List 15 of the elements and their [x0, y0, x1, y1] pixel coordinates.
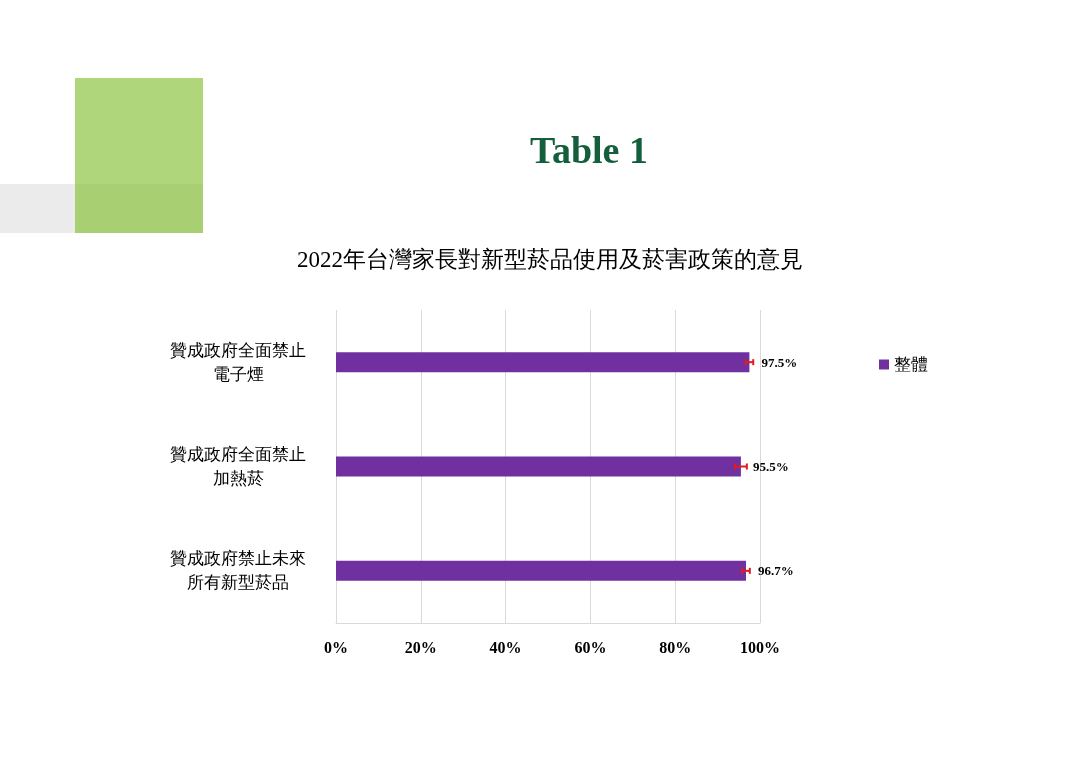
- x-tick-label: 20%: [404, 638, 437, 656]
- chart-title: Table 1: [530, 129, 648, 171]
- y-tick-label: 贊成政府全面禁止電子煙: [170, 340, 306, 384]
- data-label: 96.7%: [758, 563, 794, 579]
- x-tick-label: 60%: [574, 638, 607, 656]
- data-label: 95.5%: [752, 459, 789, 474]
- legend-label: 整體: [894, 355, 928, 374]
- chart-subtitle: 2022年台灣家長對新型菸品使用及菸害政策的意見: [297, 247, 803, 272]
- x-tick-label: 80%: [659, 638, 692, 656]
- data-label: 97.5%: [761, 354, 798, 370]
- y-tick-label: 贊成政府禁止未來所有新型菸品: [170, 549, 306, 593]
- x-tick-label: 0%: [324, 638, 348, 656]
- x-tick-label: 100%: [740, 638, 780, 656]
- x-tick-label: 40%: [489, 638, 522, 656]
- y-tick-label: 贊成政府全面禁止加熱菸: [170, 445, 306, 488]
